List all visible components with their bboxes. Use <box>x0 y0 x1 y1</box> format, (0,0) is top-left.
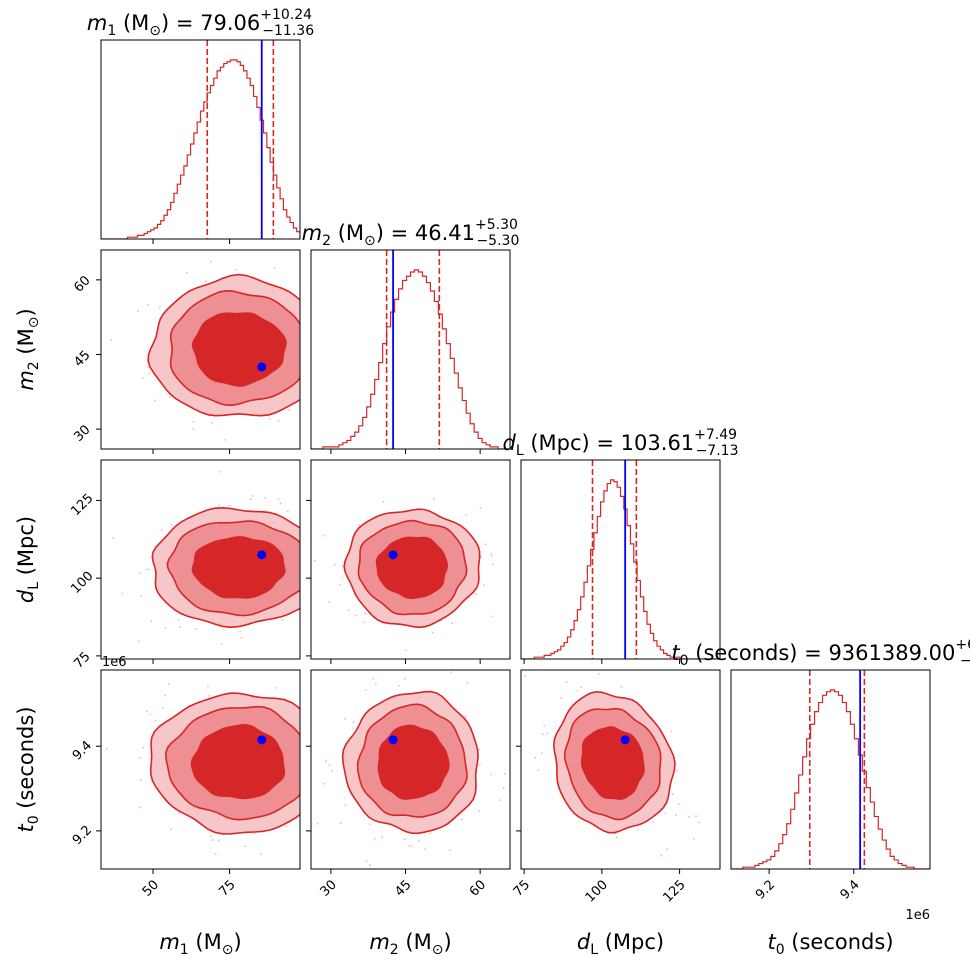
hist-panel-m2 <box>311 250 510 449</box>
panel-title-t0: t0 (seconds) = 9361389.00+64−65 <box>671 637 970 669</box>
density-panel-m1-m2 <box>110 260 300 441</box>
axes-frame <box>310 459 511 660</box>
y-tick-label-m2: 30 <box>71 423 93 445</box>
hist-panel-dL <box>521 460 720 659</box>
y-axis-label-m2: m2 (M⊙) <box>14 308 42 390</box>
x-tick-label-dL: 125 <box>660 877 688 905</box>
y-tick-label-dL: 100 <box>68 569 96 597</box>
x-axis-label-m2: m2 (M⊙) <box>369 930 451 958</box>
y-axis-label-dL: dL (Mpc) <box>14 516 42 603</box>
x-offset-label: 1e6 <box>905 908 930 923</box>
x-axis-label-m1: m1 (M⊙) <box>159 930 241 958</box>
axes-frame <box>730 669 931 870</box>
truth-point <box>257 735 267 745</box>
x-tick-label-m2: 45 <box>392 877 414 899</box>
histogram-m2 <box>311 269 510 449</box>
hist-panel-m1 <box>101 40 300 239</box>
y-axis-label-t0: t0 (seconds) <box>14 706 42 832</box>
x-axis-label-t0: t0 (seconds) <box>767 930 893 958</box>
y-tick-label-t0: 9.2 <box>70 823 95 848</box>
panel-title-dL: dL (Mpc) = 103.61+7.49 −7.13 <box>503 427 739 459</box>
histogram-m1 <box>101 59 300 239</box>
y-tick-label-dL: 75 <box>71 649 93 671</box>
x-tick-label-m1: 75 <box>216 877 238 899</box>
x-tick-label-m2: 30 <box>318 877 340 899</box>
y-tick-label-m2: 45 <box>71 348 93 370</box>
axes-frame <box>310 249 511 450</box>
panel-title-m2: m2 (M⊙) = 46.41+5.30 −5.30 <box>302 217 520 249</box>
histogram-t0 <box>731 689 930 869</box>
density-panel-m1-dL <box>112 470 300 645</box>
axes-frame <box>520 459 721 660</box>
density-panel-m2-dL <box>313 498 494 652</box>
hist-panel-t0 <box>731 670 930 869</box>
density-panel-dL-t0 <box>524 672 701 857</box>
axes-frame <box>520 669 721 870</box>
truth-point <box>620 735 630 745</box>
histogram-dL <box>521 479 720 659</box>
density-panel-m1-t0 <box>105 683 300 856</box>
y-tick-label-m2: 60 <box>71 273 93 295</box>
truth-point <box>388 735 398 745</box>
y-tick-label-dL: 125 <box>68 491 96 519</box>
truth-point <box>388 550 398 560</box>
x-tick-label-m2: 60 <box>467 877 489 899</box>
x-tick-label-dL: 75 <box>511 877 533 899</box>
x-tick-label-t0: 9.4 <box>838 877 863 902</box>
density-panel-m2-t0 <box>316 671 506 867</box>
x-tick-label-t0: 9.2 <box>753 877 778 902</box>
axes-frame <box>100 39 301 240</box>
y-offset-label: 1e6 <box>102 655 127 670</box>
x-tick-label-dL: 100 <box>583 877 611 905</box>
axes-frame <box>100 249 301 450</box>
contour-level-3 <box>580 726 645 800</box>
x-tick-label-m1: 50 <box>140 877 162 899</box>
axes-frame <box>100 459 301 660</box>
axes-frame <box>100 669 301 870</box>
axes-frame <box>310 669 511 870</box>
truth-point <box>257 550 267 560</box>
x-axis-label-dL: dL (Mpc) <box>577 930 664 958</box>
contour-level-3 <box>377 724 450 800</box>
panel-title-m1: m1 (M⊙) = 79.06+10.24 −11.36 <box>87 7 314 39</box>
y-tick-label-t0: 9.4 <box>70 738 95 763</box>
truth-point <box>257 362 267 372</box>
